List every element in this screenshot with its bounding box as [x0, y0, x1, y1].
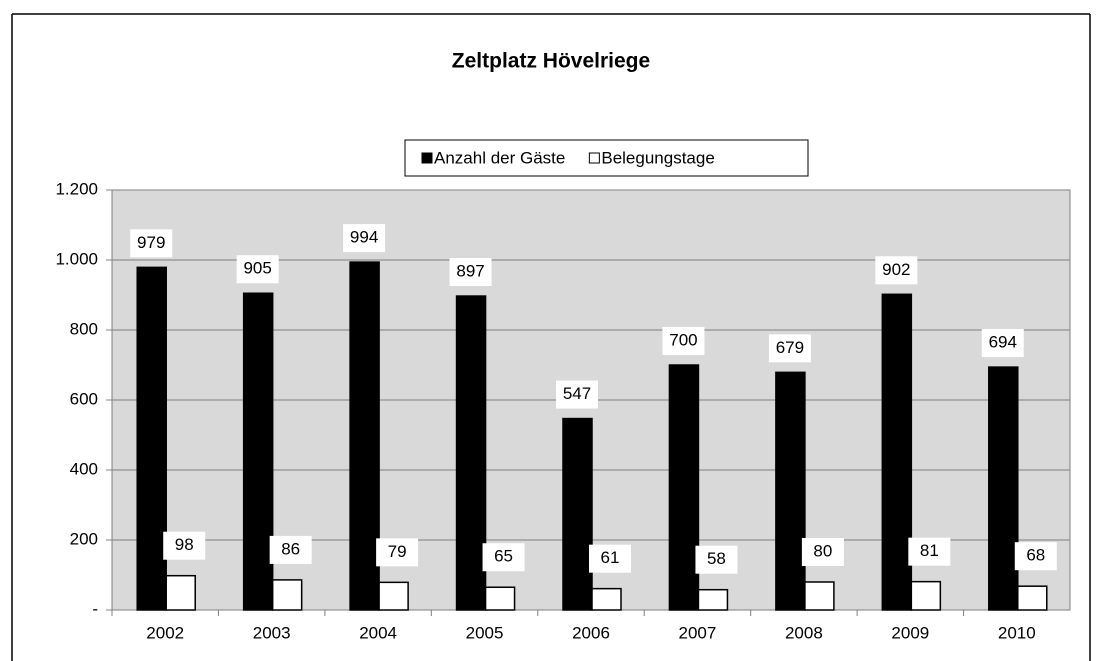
x-tick-label: 2010	[998, 623, 1036, 642]
value-label-bg	[269, 535, 312, 564]
legend-swatch	[421, 152, 433, 164]
value-label-bg	[236, 255, 279, 284]
x-tick-label: 2006	[572, 623, 610, 642]
value-label: 79	[388, 542, 407, 561]
legend-label: Anzahl der Gäste	[434, 148, 565, 167]
value-label: 58	[707, 549, 726, 568]
y-tick-label: 600	[70, 389, 98, 408]
value-label: 700	[669, 330, 697, 349]
bar	[562, 417, 593, 611]
value-label-bg	[482, 543, 525, 572]
bar	[910, 580, 942, 611]
bar	[136, 266, 167, 611]
value-label-bg	[981, 329, 1024, 358]
legend-label: Belegungstage	[601, 148, 714, 167]
value-label: 694	[989, 333, 1017, 352]
value-label-bg	[801, 538, 844, 566]
x-tick-label: 2003	[253, 623, 291, 642]
value-label-bg	[875, 256, 918, 285]
value-label-bg	[376, 538, 419, 567]
value-label: 80	[813, 541, 832, 560]
value-label: 902	[882, 260, 910, 279]
value-label-bg	[768, 334, 811, 363]
value-label-bg	[163, 531, 206, 560]
value-label: 679	[776, 338, 804, 357]
value-label-bg	[695, 545, 738, 574]
bar	[775, 371, 806, 611]
bar	[1017, 585, 1048, 611]
y-tick-label: 1.000	[55, 249, 98, 268]
value-label-bg	[130, 229, 173, 258]
bar	[697, 588, 729, 611]
bar	[668, 364, 700, 611]
value-label-bg	[449, 258, 492, 287]
bar	[988, 366, 1019, 611]
x-tick-label: 2007	[679, 623, 717, 642]
value-label-bg	[589, 544, 631, 573]
bar	[881, 293, 913, 611]
chart-title: Zeltplatz Hövelriege	[452, 50, 650, 73]
value-label: 81	[920, 541, 939, 560]
value-label: 98	[175, 535, 194, 554]
y-tick-label: 1.200	[55, 179, 98, 198]
x-tick-label: 2002	[146, 623, 184, 642]
x-tick-label: 2009	[891, 623, 929, 642]
bar	[804, 581, 835, 611]
x-tick-label: 2008	[785, 623, 823, 642]
value-label: 905	[243, 259, 271, 278]
y-tick-label: 400	[70, 459, 98, 478]
bar	[165, 574, 196, 611]
value-label: 994	[350, 228, 378, 247]
value-label: 547	[563, 384, 591, 403]
bar	[378, 581, 409, 611]
value-label: 61	[601, 548, 620, 567]
value-label-bg	[556, 380, 598, 409]
value-label: 897	[456, 262, 484, 281]
value-label-bg	[1014, 542, 1057, 571]
value-label: 65	[494, 547, 513, 566]
bar	[591, 587, 622, 611]
value-label-bg	[343, 224, 386, 253]
value-label: 979	[137, 233, 165, 252]
x-tick-label: 2004	[359, 623, 397, 642]
value-label: 68	[1026, 546, 1045, 565]
x-tick-label: 2005	[466, 623, 504, 642]
value-label: 86	[281, 539, 300, 558]
bar	[349, 261, 380, 611]
y-tick-label: 200	[70, 529, 98, 548]
bar	[484, 586, 516, 611]
bar	[455, 295, 487, 611]
legend-swatch	[588, 152, 600, 164]
y-tick-label: -	[92, 599, 98, 618]
bar	[242, 292, 274, 611]
bar	[271, 579, 303, 611]
value-label-bg	[908, 537, 951, 566]
value-label-bg	[662, 327, 705, 355]
legend	[404, 139, 809, 177]
y-tick-label: 800	[70, 319, 98, 338]
